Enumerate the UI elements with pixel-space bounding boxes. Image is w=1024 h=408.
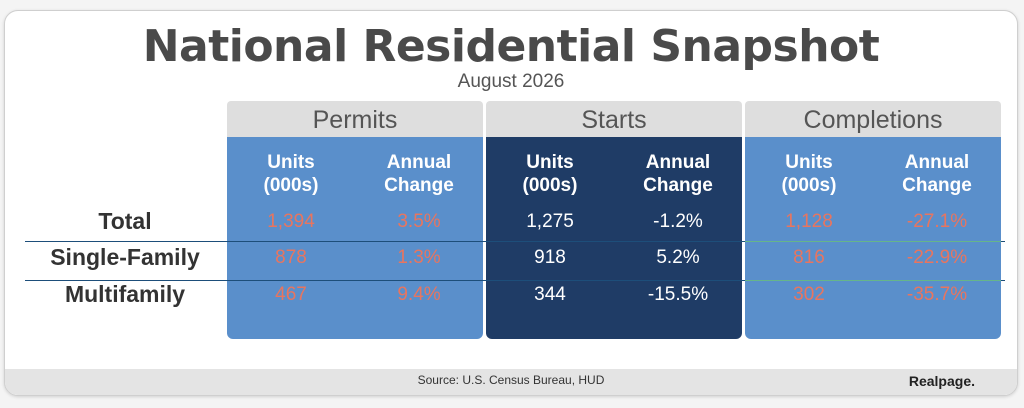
group-body-completions: Units (000s) Annual Change 1,128 -27.1% 816 -22… (745, 137, 1001, 339)
row-divider (745, 241, 1001, 242)
table-cell: 918 (534, 247, 566, 268)
table-cell: -35.7% (906, 284, 968, 305)
table-cell: -1.2% (653, 211, 703, 232)
row-divider (745, 280, 1001, 281)
row-divider (25, 241, 1005, 242)
source-note: Source: U.S. Census Bureau, HUD (417, 373, 605, 387)
row-divider (25, 280, 1005, 281)
column-header: Units (000s) (263, 152, 319, 196)
row-label: Single-Family (50, 244, 200, 270)
group-header-permits: Permits (227, 101, 483, 137)
group-header-completions: Completions (745, 101, 1001, 137)
column-header: Annual Change (902, 152, 972, 196)
group-body-starts: Units (000s) Annual Change 1,275 -1.2% 918 5.2%… (486, 137, 742, 339)
row-label: Total (98, 208, 152, 234)
chart-subtitle: August 2026 (457, 71, 565, 92)
column-header: Annual Change (384, 152, 454, 196)
footer-bar: Source: U.S. Census Bureau, HUD Realpage… (5, 369, 1017, 395)
column-header: Units (000s) (781, 152, 837, 196)
table-cell: 878 (275, 247, 307, 268)
table-cell: 1,275 (526, 211, 574, 232)
group-body-permits: Units (000s) Annual Change 1,394 3.5% 878 1.3% 4… (227, 137, 483, 339)
table-cell: 302 (793, 284, 825, 305)
table-cell: 344 (534, 284, 566, 305)
table-cell: -27.1% (906, 211, 968, 232)
group-starts: Starts Units (000s) Annual Change 1,275 -1.2% 9… (486, 101, 742, 339)
row-label: Multifamily (64, 281, 186, 307)
chart-title: National Residential Snapshot (142, 21, 880, 72)
group-permits: Permits Units (000s) Annual Change 1,394 3.5% 8… (227, 101, 483, 339)
table-cell: 816 (793, 247, 825, 268)
table-cell: 1.3% (397, 247, 441, 268)
snapshot-card: National Residential Snapshot August 202… (4, 10, 1018, 396)
column-header: Units (000s) (522, 152, 578, 196)
table-cell: 9.4% (397, 284, 441, 305)
table-cell: -15.5% (647, 284, 709, 305)
table-cell: 1,128 (785, 211, 833, 232)
realpage-logo: Realpage. (908, 373, 975, 389)
group-header-starts: Starts (486, 101, 742, 137)
table-cell: 467 (275, 284, 307, 305)
column-header: Annual Change (643, 152, 713, 196)
table-cell: 5.2% (656, 247, 700, 268)
table-cell: -22.9% (906, 247, 968, 268)
table-cell: 3.5% (397, 211, 441, 232)
table-cell: 1,394 (267, 211, 315, 232)
group-completions: Completions Units (000s) Annual Change 1,128 -… (745, 101, 1001, 339)
